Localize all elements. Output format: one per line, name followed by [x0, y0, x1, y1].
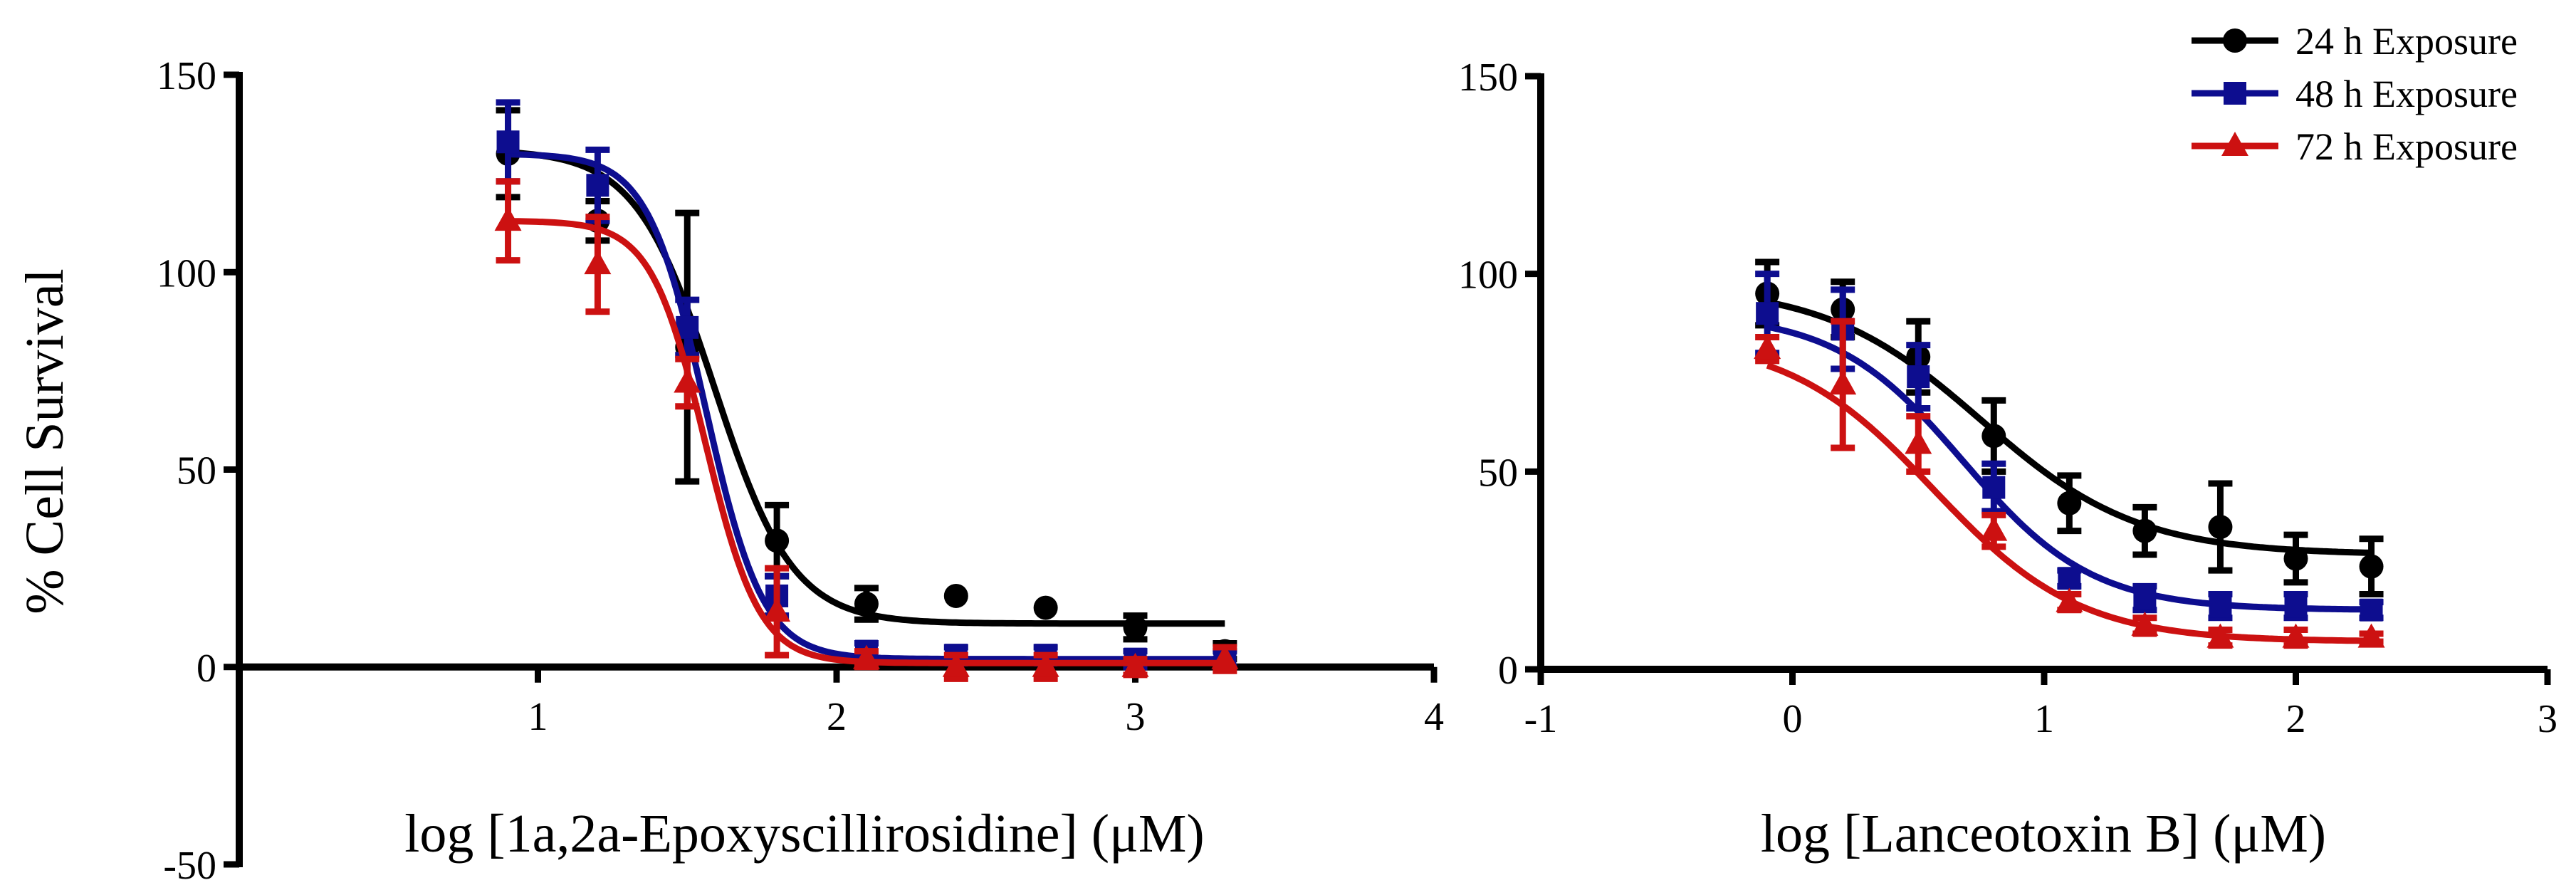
left-data-point [942, 652, 970, 677]
left-data-point [1123, 615, 1148, 640]
left-x-tick-label: 1 [528, 695, 548, 739]
left-data-point [674, 368, 701, 393]
right-data-point [2357, 623, 2385, 648]
right-x-tick-label: 1 [2034, 697, 2054, 741]
right-x-axis-label: log [Lanceotoxin B] (μM) [1761, 804, 2326, 864]
left-y-tick-label: -50 [163, 844, 216, 888]
left-chart-panel: % Cell Survival log [1a,2a-Epoxyscilliro… [15, 54, 1444, 888]
legend-item-2: 48 h Exposure [2192, 73, 2518, 115]
left-data-point [765, 528, 790, 553]
right-x-tick-label: 2 [2286, 697, 2306, 741]
legend-marker [2224, 82, 2246, 105]
right-data-point [2057, 491, 2082, 515]
left-x-tick-label: 2 [827, 695, 847, 739]
left-data-point [494, 206, 522, 231]
legend-marker [2223, 28, 2247, 53]
right-y-tick-label: 150 [1458, 56, 1518, 100]
right-data-point [2209, 595, 2232, 618]
right-series-3 [1754, 318, 2385, 649]
right-x-tick-label: 3 [2538, 697, 2557, 741]
right-data-point [1907, 365, 1930, 389]
right-y-tick-label: 0 [1498, 649, 1518, 693]
left-y-tick-label: 150 [157, 54, 216, 98]
right-x-tick-label: 0 [1783, 697, 1803, 741]
right-data-point [1905, 429, 1932, 454]
right-fit-curve [1766, 323, 2372, 613]
right-data-point [2208, 515, 2233, 540]
left-data-point [852, 644, 880, 669]
legend-label: 48 h Exposure [2295, 73, 2518, 115]
right-data-point [2132, 518, 2157, 543]
left-y-tick-label: 100 [157, 251, 216, 295]
right-data-point [1756, 302, 1779, 325]
right-data-point [2360, 598, 2383, 622]
right-data-point [2133, 587, 2157, 610]
right-data-point [1982, 476, 2006, 499]
left-x-axis-label: log [1a,2a-Epoxyscillirosidine] (μM) [404, 804, 1205, 864]
left-series-3 [494, 178, 1239, 682]
right-series-2 [1755, 271, 2384, 622]
left-data-point [854, 592, 879, 617]
legend-label: 24 h Exposure [2295, 20, 2518, 63]
left-data-point [1033, 595, 1058, 620]
left-data-point [1032, 652, 1059, 677]
right-data-point [2359, 554, 2384, 579]
legend-item-3: 72 h Exposure [2192, 125, 2518, 168]
right-data-point [2283, 546, 2308, 571]
right-data-point [2206, 623, 2234, 648]
right-data-point [2131, 611, 2159, 636]
left-data-point [1211, 644, 1239, 669]
left-fit-curve [508, 151, 1225, 663]
right-data-point [2056, 587, 2083, 612]
right-data-point [1980, 516, 2008, 541]
right-data-point [2284, 595, 2308, 618]
left-y-tick-label: 0 [197, 647, 216, 691]
left-data-point [1121, 652, 1149, 677]
legend-marker [2221, 132, 2248, 156]
legend-item-1: 24 h Exposure [2192, 20, 2518, 63]
left-y-tick-label: 50 [177, 449, 216, 493]
right-data-point [1981, 424, 2006, 449]
left-fit-curve [508, 149, 1225, 627]
legend: 24 h Exposure 48 h Exposure 72 h Exposure [2192, 20, 2518, 168]
right-data-point [2282, 623, 2310, 648]
right-data-point [1754, 335, 1781, 360]
left-x-tick-label: 4 [1424, 695, 1444, 739]
left-x-tick-label: 3 [1126, 695, 1146, 739]
left-data-point [584, 250, 612, 275]
right-series-1 [1755, 258, 2384, 597]
right-data-point [2058, 567, 2081, 590]
right-y-tick-label: 100 [1458, 253, 1518, 298]
left-data-point [586, 174, 609, 197]
left-y-axis-label: % Cell Survival [15, 268, 75, 614]
legend-label: 72 h Exposure [2295, 125, 2518, 168]
right-x-tick-label: -1 [1524, 697, 1558, 741]
right-data-point [1829, 370, 1857, 395]
left-data-point [496, 130, 520, 154]
right-y-tick-label: 50 [1478, 451, 1518, 495]
left-data-point [763, 597, 791, 622]
left-data-point [943, 583, 968, 608]
